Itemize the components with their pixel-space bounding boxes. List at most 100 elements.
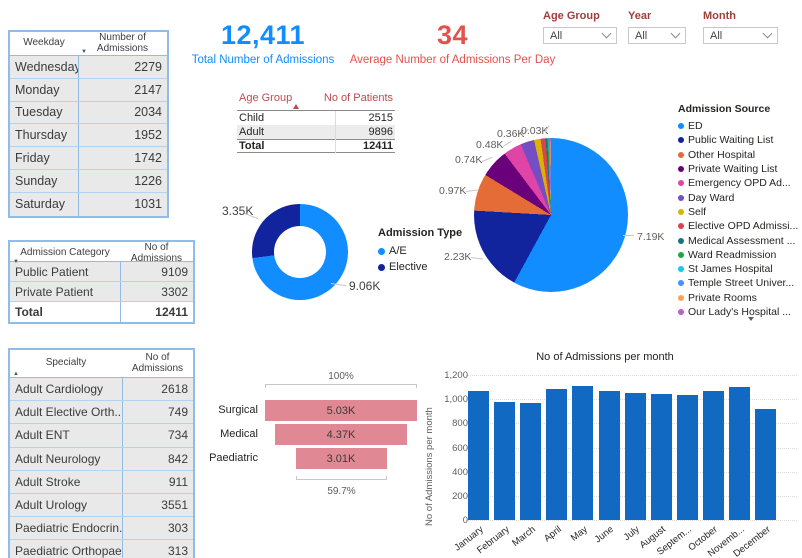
cell-count: 2515: [368, 112, 393, 124]
funnel-category-label: Medical: [220, 428, 258, 440]
slicer-year-dropdown[interactable]: All: [628, 27, 686, 44]
table-row[interactable]: Adult Neurology 842: [10, 447, 193, 471]
funnel-bar[interactable]: 3.01K: [295, 448, 387, 469]
legend-item[interactable]: Other Hospital: [678, 148, 798, 162]
legend-item[interactable]: St James Hospital: [678, 262, 798, 276]
slicer-year-value: All: [635, 29, 648, 42]
slicer-month-dropdown[interactable]: All: [703, 27, 778, 44]
table-row[interactable]: Saturday 1031: [10, 192, 167, 216]
admission-type-donut-chart[interactable]: [252, 204, 348, 300]
admission-category-table: Admission Category ▼ No of Admissions Publi…: [8, 240, 195, 324]
table-row[interactable]: Adult 9896: [237, 125, 395, 139]
legend-swatch: [678, 151, 684, 158]
table-row[interactable]: Adult Elective Orth... 749: [10, 401, 193, 425]
bar-may[interactable]: [572, 386, 594, 520]
legend-item[interactable]: Elective: [378, 259, 462, 275]
legend-item[interactable]: Ward Readmission: [678, 248, 798, 262]
table-row[interactable]: Tuesday 2034: [10, 101, 167, 125]
legend-label: Self: [688, 205, 707, 218]
legend-item[interactable]: Our Lady's Hospital ...: [678, 305, 798, 319]
legend-item[interactable]: Temple Street Univer...: [678, 276, 798, 290]
legend-item[interactable]: ED: [678, 119, 798, 133]
slicer-age-group-dropdown[interactable]: All: [543, 27, 617, 44]
cell-label: Thursday: [15, 128, 68, 143]
cell-value: 2034: [78, 101, 167, 124]
cell-label: Friday: [15, 151, 50, 166]
column-header[interactable]: No of Admissions: [130, 242, 183, 264]
legend-swatch: [678, 180, 684, 187]
cell-value: 1226: [78, 169, 167, 192]
funnel-bottom-bracket: [296, 476, 387, 480]
legend-label: A/E: [389, 245, 407, 257]
cell-value: 2618: [122, 378, 193, 401]
cell-total-label: Total: [239, 140, 265, 152]
table-row[interactable]: Adult Stroke 911: [10, 470, 193, 494]
table-row[interactable]: Child 2515: [237, 111, 395, 125]
column-header[interactable]: Specialty ▲: [13, 357, 87, 378]
table-row[interactable]: Adult ENT 734: [10, 424, 193, 448]
y-axis-tick-label: 1,200: [444, 370, 468, 381]
bar-december[interactable]: [755, 409, 777, 520]
admission-source-pie-chart[interactable]: [474, 138, 628, 292]
table-row[interactable]: Adult Cardiology 2618: [10, 378, 193, 402]
cell-value: 749: [122, 401, 193, 424]
legend-item[interactable]: Private Rooms: [678, 291, 798, 305]
legend-item[interactable]: Elective OPD Admissi...: [678, 219, 798, 233]
bar-april[interactable]: [546, 388, 568, 520]
column-header[interactable]: No of Admissions: [131, 352, 184, 374]
table-row[interactable]: Private Patient 3302: [10, 282, 193, 302]
data-label: 2.23K: [444, 251, 472, 263]
legend-item[interactable]: Emergency OPD Ad...: [678, 176, 798, 190]
table-row[interactable]: Paediatric Orthopae... 313: [10, 540, 193, 558]
table-row[interactable]: Thursday 1952: [10, 124, 167, 148]
chevron-down-icon: [670, 28, 681, 39]
age-table-header[interactable]: Age Group No of Patients: [237, 92, 395, 111]
legend-item[interactable]: Day Ward: [678, 190, 798, 204]
funnel-top-bracket: [265, 384, 417, 388]
table-row[interactable]: Paediatric Endocrin... 303: [10, 517, 193, 541]
legend-item[interactable]: Self: [678, 205, 798, 219]
funnel-bar[interactable]: 4.37K: [275, 424, 407, 445]
bar-october[interactable]: [702, 390, 724, 520]
funnel-bar[interactable]: 5.03K: [265, 400, 417, 421]
table-row[interactable]: Adult Urology 3551: [10, 493, 193, 518]
bar-septem[interactable]: [676, 394, 698, 520]
legend-swatch: [678, 166, 684, 173]
bar-february[interactable]: [494, 401, 516, 520]
cell-label: Adult ENT: [15, 428, 70, 443]
legend-item[interactable]: Public Waiting List: [678, 133, 798, 147]
kpi-total-admissions: 12,411 Total Number of Admissions: [178, 22, 348, 67]
table-row[interactable]: Wednesday 2279: [10, 56, 167, 79]
legend-item[interactable]: Medical Assessment ...: [678, 233, 798, 247]
bar-january[interactable]: [468, 390, 489, 520]
bar-march[interactable]: [520, 403, 542, 520]
legend-label: St James Hospital: [688, 263, 773, 276]
column-header[interactable]: Number of Admissions ▼: [81, 32, 149, 55]
table-row[interactable]: Sunday 1226: [10, 169, 167, 193]
bar-june[interactable]: [598, 390, 620, 520]
table-row[interactable]: Public Patient 9109: [10, 262, 193, 282]
bar-july[interactable]: [624, 393, 646, 520]
column-header[interactable]: Weekday: [23, 37, 65, 49]
column-header[interactable]: No of Patients: [323, 92, 393, 104]
table-row[interactable]: Friday 1742: [10, 147, 167, 170]
table-row[interactable]: Monday 2147: [10, 78, 167, 102]
legend-swatch: [678, 137, 684, 144]
bar-august[interactable]: [650, 394, 672, 520]
legend-item[interactable]: Private Waiting List: [678, 162, 798, 176]
callout-line: [623, 235, 634, 236]
legend-scroll-down-icon[interactable]: [748, 317, 754, 321]
data-label: 0.36K: [497, 128, 525, 140]
legend-item[interactable]: A/E: [378, 243, 462, 259]
sort-descending-icon: ▼: [81, 49, 87, 55]
column-header[interactable]: Age Group: [239, 92, 293, 104]
cell-label: Adult Elective Orth...: [15, 405, 122, 420]
legend-swatch: [678, 294, 684, 301]
cell-value: 734: [122, 424, 193, 447]
table-header-row: Specialty ▲ No of Admissions: [10, 350, 193, 378]
column-header[interactable]: Admission Category ▼: [13, 247, 110, 266]
slicer-month: Month All: [703, 10, 778, 44]
cell-value: 3302: [120, 282, 193, 301]
bar-novemb[interactable]: [729, 387, 750, 520]
data-label: 0.48K: [476, 139, 504, 151]
